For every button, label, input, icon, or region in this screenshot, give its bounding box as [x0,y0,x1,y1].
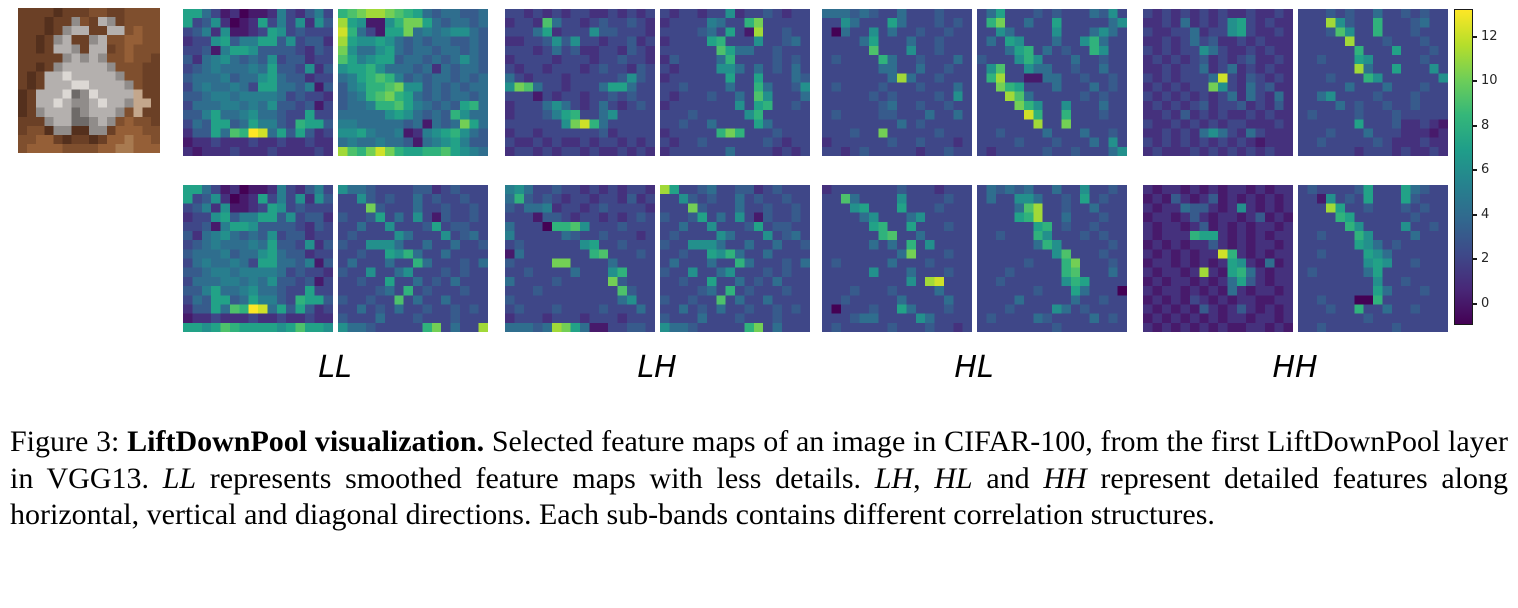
colorbar-tick-label: 12 [1481,28,1498,44]
subband-label-hh: HH [1272,350,1318,385]
feature-map-hl-1 [822,9,972,156]
colorbar-tick-label: 2 [1481,251,1490,267]
colorbar-tick-mark [1473,80,1477,83]
feature-map-hl-2 [977,9,1127,156]
colorbar-tick-label: 0 [1481,295,1490,311]
colorbar-tick-mark [1473,35,1477,38]
colorbar-tick-mark [1473,213,1477,216]
feature-map-ll-2 [338,9,488,156]
caption-segment: Figure 3: [10,425,128,458]
feature-map-ll-4 [338,185,488,332]
feature-map-hh-4 [1298,185,1448,332]
caption-segment: LH [874,461,914,495]
caption-segment: and [972,461,1044,495]
feature-map-hl-3 [822,185,972,332]
subband-label-hl: HL [954,350,994,385]
colorbar-tick-mark [1473,258,1477,261]
colorbar-tick-label: 8 [1481,117,1490,133]
caption-segment: LiftDownPool visualization. [127,425,485,458]
colorbar-gradient [1455,10,1472,324]
colorbar-tick-label: 10 [1481,73,1498,89]
colorbar-tick-mark [1473,169,1477,172]
feature-map-lh-2 [660,9,810,156]
feature-map-lh-1 [505,9,655,156]
colorbar-tick-label: 6 [1481,162,1490,178]
caption-segment: HH [1043,461,1087,495]
feature-map-hh-3 [1143,185,1293,332]
figure-3-visualization: 12 10 8 6 4 2 0 LL LH HL HH [18,8,1498,385]
caption-segment: Selected feature maps of an image in CIF… [10,425,1508,495]
feature-map-lh-3 [505,185,655,332]
colorbar-tick-label: 4 [1481,206,1490,222]
caption-segment: represents smoothed feature maps with le… [196,461,875,495]
figure-caption: Figure 3: LiftDownPool visualization. Se… [10,424,1508,534]
feature-map-hh-1 [1143,9,1293,156]
colorbar-tick-mark [1473,302,1477,305]
feature-map-ll-1 [183,9,333,156]
caption-segment: HL [934,461,973,495]
feature-map-hh-2 [1298,9,1448,156]
cifar-input-image [18,8,160,153]
caption-segment: represent detailed features along horizo… [10,461,1508,532]
colorbar-tick-mark [1473,124,1477,127]
subband-label-lh: LH [637,350,677,385]
feature-map-lh-4 [660,185,810,332]
subband-label-ll: LL [318,350,352,385]
caption-segment: , [913,461,935,495]
feature-map-ll-3 [183,185,333,332]
feature-map-hl-4 [977,185,1127,332]
caption-segment: LL [162,461,197,495]
colorbar: 12 10 8 6 4 2 0 [1454,9,1498,325]
